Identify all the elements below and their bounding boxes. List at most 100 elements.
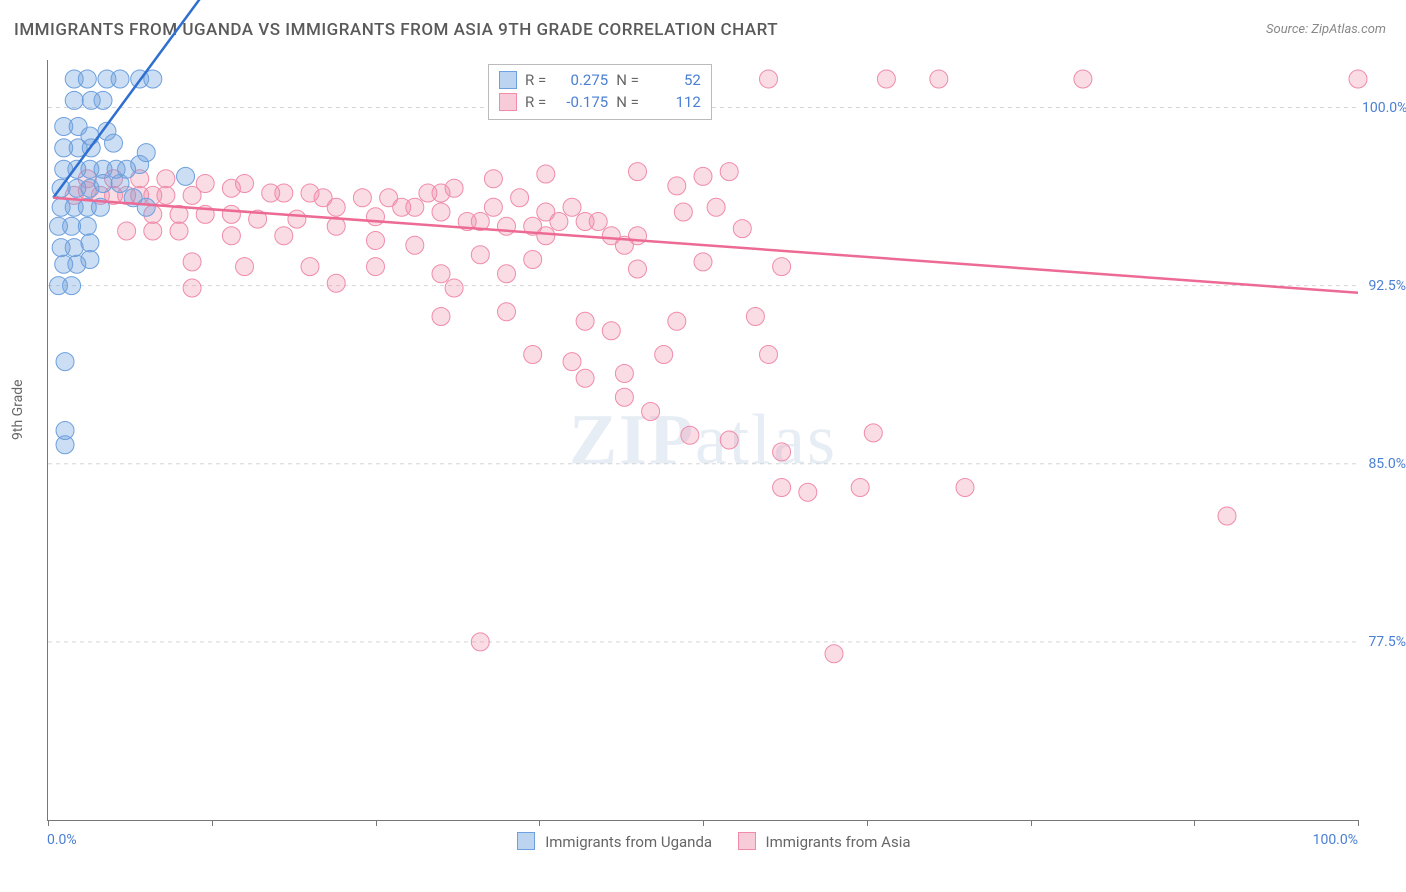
- data-point: [720, 163, 738, 181]
- swatch-pink-icon: [738, 832, 756, 850]
- data-point: [105, 134, 123, 152]
- trend-lines: [53, 0, 1358, 293]
- data-point: [63, 277, 81, 295]
- data-point: [1074, 70, 1092, 88]
- legend-label-uganda: Immigrants from Uganda: [545, 833, 712, 851]
- y-tick-label: 85.0%: [1362, 456, 1406, 472]
- correlation-legend: R = 0.275 N = 52 R = -0.175 N = 112: [488, 64, 712, 120]
- data-point: [511, 189, 529, 207]
- data-point: [498, 265, 516, 283]
- data-point: [668, 312, 686, 330]
- x-tick: [376, 820, 377, 826]
- data-point: [773, 443, 791, 461]
- data-point: [655, 346, 673, 364]
- data-point: [275, 184, 293, 202]
- data-point: [327, 274, 345, 292]
- y-tick-label: 77.5%: [1362, 634, 1406, 650]
- data-point: [576, 312, 594, 330]
- data-point: [498, 217, 516, 235]
- data-point: [406, 198, 424, 216]
- r-value: 0.275: [554, 69, 608, 91]
- data-point: [367, 208, 385, 226]
- data-point: [445, 179, 463, 197]
- data-point: [674, 203, 692, 221]
- n-value: 112: [647, 91, 701, 113]
- data-point: [222, 227, 240, 245]
- r-label: R =: [525, 69, 546, 91]
- data-point: [864, 424, 882, 442]
- chart-title: IMMIGRANTS FROM UGANDA VS IMMIGRANTS FRO…: [14, 20, 778, 40]
- data-point: [694, 167, 712, 185]
- data-point: [94, 91, 112, 109]
- data-point: [1349, 70, 1367, 88]
- data-point: [81, 251, 99, 269]
- data-point: [78, 217, 96, 235]
- data-point: [196, 175, 214, 193]
- data-point: [615, 388, 633, 406]
- data-point: [602, 322, 620, 340]
- data-point: [576, 369, 594, 387]
- data-point: [236, 258, 254, 276]
- data-point: [550, 213, 568, 231]
- data-point: [930, 70, 948, 88]
- data-point: [498, 303, 516, 321]
- data-point: [183, 279, 201, 297]
- data-point: [157, 186, 175, 204]
- data-point: [563, 198, 581, 216]
- swatch-pink-icon: [499, 93, 517, 111]
- chart-svg: [48, 60, 1358, 820]
- series-legend: Immigrants from Uganda Immigrants from A…: [0, 832, 1406, 851]
- data-point: [301, 258, 319, 276]
- data-point: [177, 167, 195, 185]
- x-tick: [703, 820, 704, 826]
- data-point: [760, 346, 778, 364]
- data-point: [353, 189, 371, 207]
- data-point: [720, 431, 738, 449]
- y-tick-label: 100.0%: [1362, 100, 1406, 116]
- data-point: [760, 70, 778, 88]
- data-point: [288, 210, 306, 228]
- data-point: [144, 222, 162, 240]
- data-point: [694, 253, 712, 271]
- data-point: [484, 170, 502, 188]
- data-point: [367, 232, 385, 250]
- data-point: [94, 175, 112, 193]
- y-tick-label: 92.5%: [1362, 278, 1406, 294]
- data-point: [668, 177, 686, 195]
- x-tick: [48, 820, 49, 826]
- legend-label-asia: Immigrants from Asia: [766, 833, 911, 851]
- data-point: [471, 633, 489, 651]
- data-point: [157, 170, 175, 188]
- swatch-blue-icon: [499, 71, 517, 89]
- data-point: [137, 198, 155, 216]
- data-point: [524, 346, 542, 364]
- plot-area: ZIPatlas 100.0%92.5%85.0%77.5% R = 0.275…: [47, 60, 1358, 821]
- trend-line-pink: [53, 198, 1358, 293]
- data-point: [471, 246, 489, 264]
- scatter-series-asia: [65, 70, 1367, 663]
- data-point: [1218, 507, 1236, 525]
- data-point: [681, 426, 699, 444]
- data-point: [629, 227, 647, 245]
- data-point: [799, 483, 817, 501]
- data-point: [367, 258, 385, 276]
- data-point: [733, 220, 751, 238]
- data-point: [825, 645, 843, 663]
- legend-row-uganda: R = 0.275 N = 52: [499, 69, 701, 91]
- data-point: [56, 436, 74, 454]
- data-point: [851, 479, 869, 497]
- y-axis-label: 9th Grade: [10, 379, 26, 440]
- data-point: [956, 479, 974, 497]
- r-value: -0.175: [554, 91, 608, 113]
- data-point: [111, 70, 129, 88]
- data-point: [170, 222, 188, 240]
- data-point: [877, 70, 895, 88]
- data-point: [642, 403, 660, 421]
- x-tick: [1194, 820, 1195, 826]
- n-label: N =: [616, 69, 639, 91]
- data-point: [537, 165, 555, 183]
- data-point: [222, 205, 240, 223]
- scatter-series-uganda: [49, 70, 194, 454]
- data-point: [327, 198, 345, 216]
- data-point: [629, 260, 647, 278]
